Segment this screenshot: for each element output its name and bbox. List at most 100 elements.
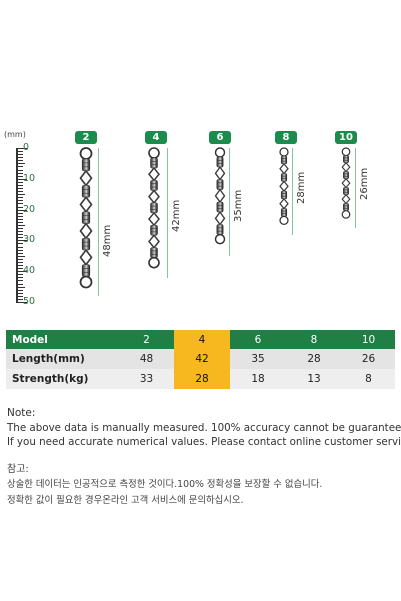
table-header-model: Model bbox=[12, 334, 48, 346]
ruler-tick bbox=[17, 258, 23, 260]
swivel-model-6 bbox=[214, 147, 226, 245]
table-cell: 28 bbox=[174, 369, 230, 389]
swivel-model-2 bbox=[79, 147, 93, 289]
length-label-10: 26mm bbox=[359, 167, 370, 200]
ruler-tick bbox=[17, 283, 23, 285]
ruler-tick bbox=[17, 302, 27, 303]
ruler-tick bbox=[17, 265, 23, 267]
measure-line-4 bbox=[167, 148, 168, 278]
ruler-tick bbox=[17, 243, 23, 245]
measure-line-8 bbox=[292, 148, 293, 235]
table-row-strength: Strength(kg) 33 28 18 13 8 bbox=[6, 369, 395, 389]
table-header-row: Model 2 4 6 8 10 bbox=[6, 330, 395, 350]
ruler-tick bbox=[17, 203, 23, 205]
ruler-tick bbox=[17, 286, 25, 288]
swivel-model-10 bbox=[341, 147, 351, 219]
ruler-label: 0 bbox=[23, 142, 30, 153]
ruler-tick bbox=[17, 292, 23, 294]
ruler-label: 50 bbox=[23, 296, 36, 307]
ruler-tick bbox=[17, 252, 23, 254]
korean-note-title: 참고: bbox=[7, 464, 29, 475]
swivel-model-8 bbox=[279, 147, 289, 226]
ruler-tick bbox=[17, 225, 25, 226]
ruler-tick bbox=[17, 234, 23, 236]
ruler-tick bbox=[17, 157, 23, 159]
measure-line-6 bbox=[229, 148, 230, 256]
table-cell: 8 bbox=[365, 373, 372, 385]
length-label-8: 28mm bbox=[296, 171, 307, 204]
ruler-tick bbox=[17, 268, 23, 270]
ruler-tick bbox=[17, 231, 23, 233]
ruler-tick bbox=[17, 148, 27, 149]
ruler-tick bbox=[17, 175, 23, 177]
ruler-tick bbox=[17, 163, 25, 165]
swivel-illustration bbox=[79, 147, 351, 289]
ruler-tick bbox=[17, 298, 23, 300]
row-label-length: Length(mm) bbox=[12, 353, 85, 365]
ruler-tick bbox=[17, 184, 23, 186]
table-cell: 26 bbox=[361, 353, 376, 365]
length-label-2: 48mm bbox=[102, 224, 113, 257]
ruler-tick bbox=[17, 271, 27, 273]
table-header-cell: 10 bbox=[361, 334, 376, 346]
measure-line-2 bbox=[98, 148, 99, 296]
ruler-tick bbox=[17, 212, 23, 214]
ruler-tick bbox=[17, 289, 23, 291]
ruler-tick bbox=[17, 215, 23, 217]
ruler-tick bbox=[17, 181, 23, 183]
table-header-cell: 6 bbox=[254, 334, 262, 346]
ruler-tick bbox=[17, 240, 27, 242]
ruler-tick bbox=[17, 277, 23, 279]
model-badge-8: 8 bbox=[275, 131, 297, 144]
table-cell: 18 bbox=[251, 373, 265, 385]
table-cell: 48 bbox=[139, 353, 154, 365]
table-row-length: Length(mm) 48 42 35 28 26 bbox=[6, 349, 395, 369]
ruler-tick bbox=[17, 200, 23, 202]
ruler-tick bbox=[17, 169, 23, 171]
ruler-tick bbox=[17, 197, 23, 199]
ruler-label: 40 bbox=[23, 265, 36, 277]
ruler-label: 20 bbox=[23, 203, 36, 215]
note-line-2: If you need accurate numerical values. P… bbox=[7, 436, 401, 448]
note-line-1: The above data is manually measured. 100… bbox=[7, 422, 401, 434]
ruler-tick bbox=[17, 160, 23, 162]
length-label-4: 42mm bbox=[171, 199, 182, 232]
length-label-6: 35mm bbox=[233, 189, 244, 222]
table-cell: 13 bbox=[307, 373, 321, 385]
ruler-tick bbox=[17, 194, 25, 196]
ruler-tick bbox=[17, 206, 23, 208]
korean-note-line-2: 정확한 값이 필요한 경우온라인 고객 서비스에 문의하십시오. bbox=[7, 495, 244, 506]
ruler-tick bbox=[17, 218, 23, 220]
ruler-tick bbox=[17, 255, 25, 257]
table-cell: 35 bbox=[251, 353, 265, 365]
ruler-tick bbox=[17, 166, 23, 168]
ruler-label: 30 bbox=[23, 234, 36, 246]
model-badge-4: 4 bbox=[145, 131, 167, 144]
ruler-tick bbox=[17, 237, 23, 239]
table-header-cell: 8 bbox=[310, 334, 318, 346]
model-badge-2: 2 bbox=[75, 131, 97, 144]
table-header-cell: 2 bbox=[143, 334, 150, 346]
note-title: Note: bbox=[7, 407, 36, 419]
table-cell: 42 bbox=[174, 349, 230, 369]
ruler-tick bbox=[17, 178, 27, 180]
ruler-tick bbox=[17, 246, 23, 248]
korean-note-line-1: 상술한 데이터는 인공적으로 측정한 것이다.100% 정확성을 보장할 수 없… bbox=[7, 479, 323, 490]
ruler-tick bbox=[17, 221, 23, 223]
ruler-tick bbox=[17, 249, 23, 251]
model-badge-10: 10 bbox=[335, 131, 357, 144]
swivel-model-4 bbox=[148, 147, 160, 269]
model-badge-6: 6 bbox=[209, 131, 231, 144]
ruler-unit-label: (mm) bbox=[4, 130, 26, 139]
table-header-cell: 4 bbox=[174, 330, 230, 350]
ruler-label: 10 bbox=[23, 172, 36, 184]
table-cell: 28 bbox=[307, 353, 321, 365]
ruler-tick bbox=[17, 280, 23, 282]
table-cell: 33 bbox=[139, 373, 154, 385]
ruler-tick bbox=[17, 228, 23, 230]
ruler-tick bbox=[17, 274, 23, 276]
measure-line-10 bbox=[355, 148, 356, 228]
ruler-tick bbox=[17, 295, 23, 297]
ruler-tick bbox=[17, 191, 23, 193]
ruler-tick bbox=[17, 209, 27, 211]
